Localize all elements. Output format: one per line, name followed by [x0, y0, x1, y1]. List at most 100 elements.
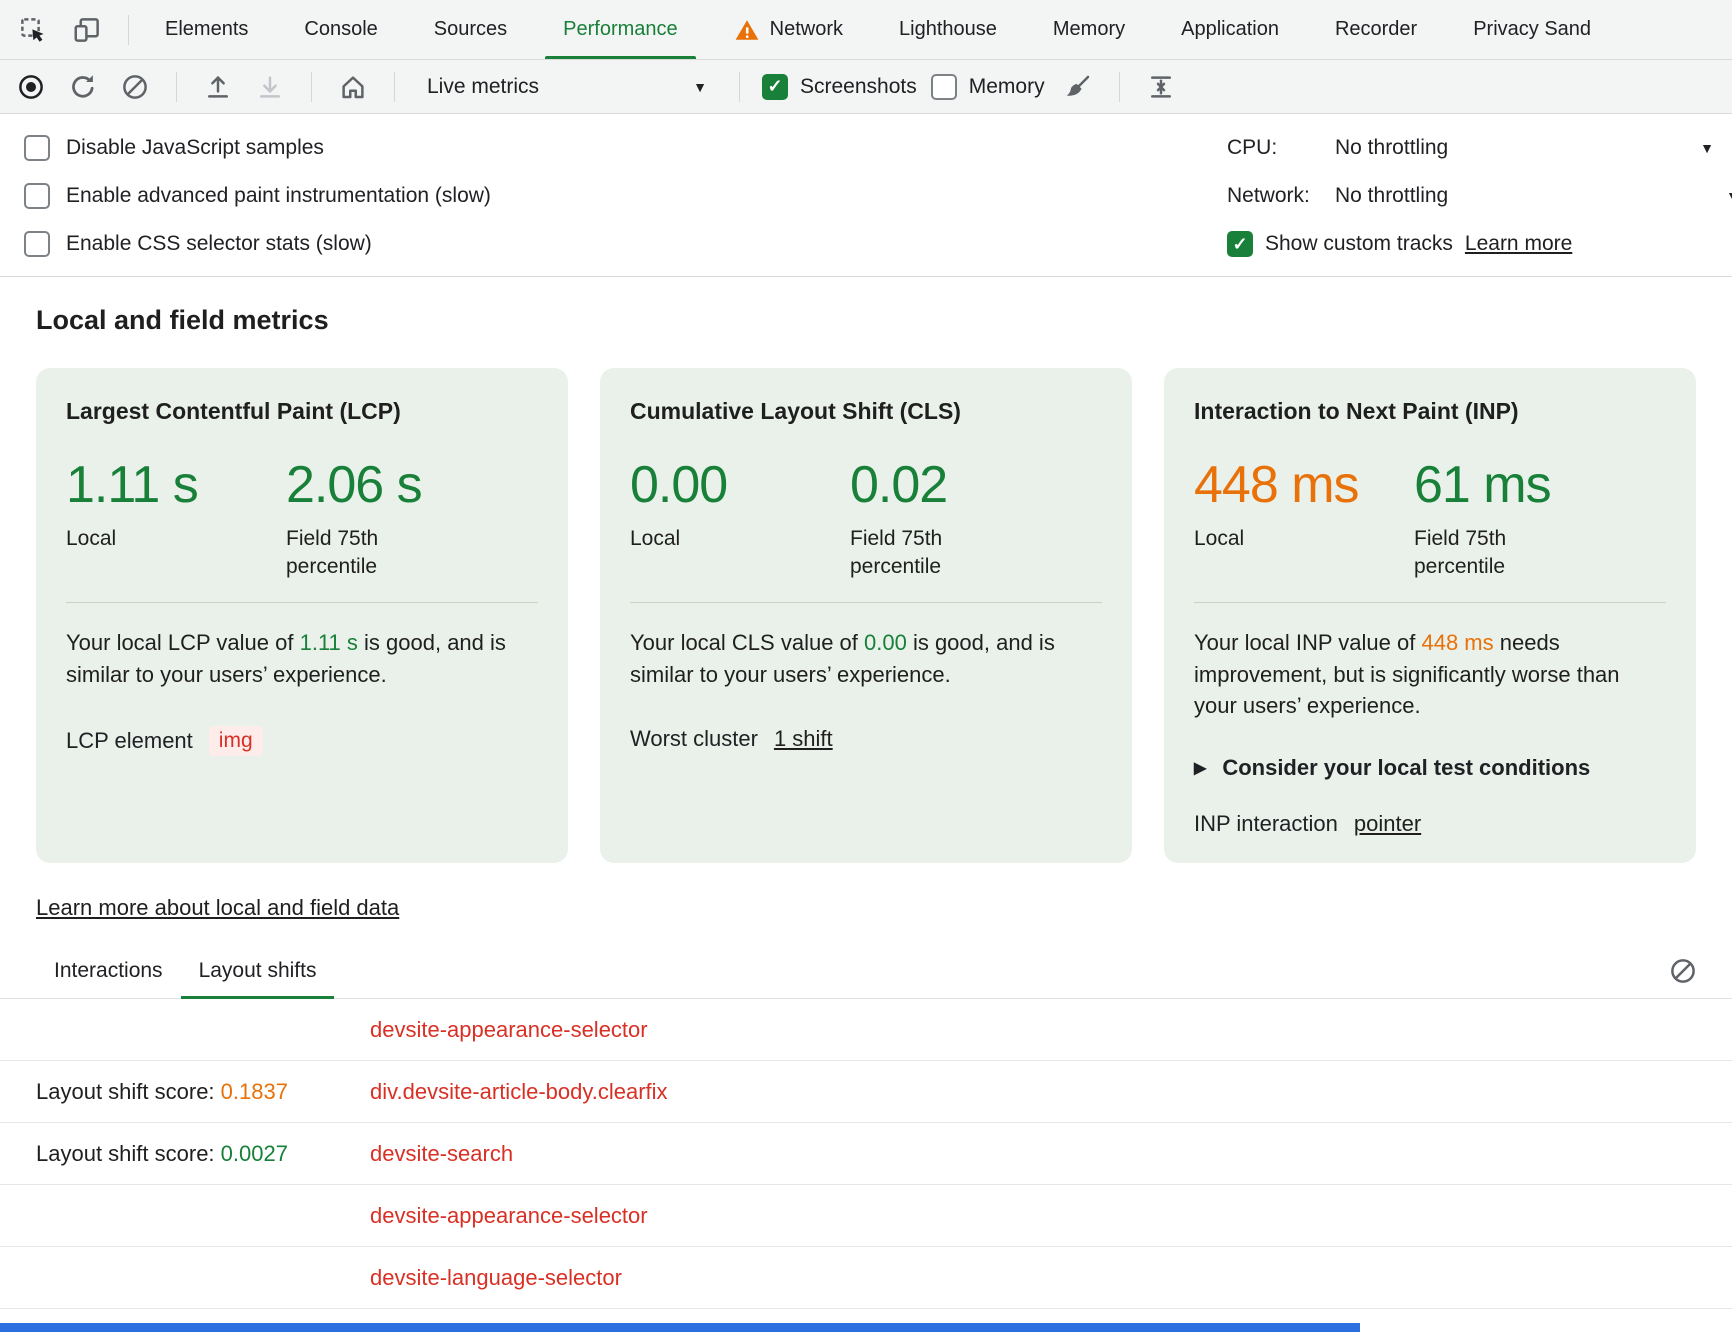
- card-title: Cumulative Layout Shift (CLS): [630, 398, 961, 424]
- checkbox-unchecked-icon: [930, 73, 957, 100]
- lcp-local-value: 1.11 s: [66, 456, 199, 514]
- checkbox-unchecked-icon: [24, 183, 50, 209]
- node-link[interactable]: devsite-search: [370, 1140, 514, 1166]
- live-metrics-label: Live metrics: [427, 74, 540, 98]
- inp-local-label: Local: [1194, 527, 1245, 550]
- node-link[interactable]: devsite-language-selector: [370, 1264, 622, 1290]
- memory-checkbox[interactable]: Memory: [930, 73, 1045, 100]
- score-label: Layout shift score:: [36, 1078, 221, 1104]
- layout-shift-row: Layout shift score: 0.1837 div.devsite-a…: [0, 1061, 1732, 1124]
- chevron-down-icon: ▼: [1726, 188, 1732, 204]
- expand-triangle-icon: ▶: [1194, 760, 1207, 778]
- score-label: Layout shift score:: [36, 1140, 221, 1166]
- page-title: Local and field metrics: [36, 305, 329, 335]
- chevron-down-icon: ▼: [693, 78, 707, 95]
- node-link[interactable]: devsite-appearance-selector: [370, 1016, 648, 1042]
- upload-profile-icon[interactable]: [199, 68, 237, 106]
- network-throttle-row: Network: No throttling ▼: [1227, 172, 1732, 220]
- lcp-card: Largest Contentful Paint (LCP) 1.11 s Lo…: [36, 368, 568, 864]
- layout-shift-row: devsite-language-selector: [0, 1247, 1732, 1310]
- network-throttle-select[interactable]: No throttling ▼: [1335, 184, 1732, 208]
- tab-console[interactable]: Console: [304, 18, 378, 40]
- reload-record-icon[interactable]: [64, 68, 102, 106]
- inp-field-label: Field 75th percentile: [1414, 527, 1507, 578]
- divider: [739, 71, 740, 102]
- tab-lighthouse[interactable]: Lighthouse: [899, 18, 997, 40]
- layout-shift-row: devsite-appearance-selector: [0, 999, 1732, 1062]
- clear-log-icon[interactable]: [1664, 952, 1702, 990]
- settings-section: Disable JavaScript samples Enable advanc…: [0, 114, 1732, 277]
- collapse-vertical-icon[interactable]: [1142, 68, 1180, 106]
- tab-application[interactable]: Application: [1181, 18, 1279, 40]
- chevron-down-icon: ▼: [1700, 140, 1714, 156]
- memory-label: Memory: [968, 74, 1045, 98]
- score-value: 0.0027: [220, 1140, 288, 1166]
- local-test-conditions-expander[interactable]: ▶ Consider your local test conditions: [1194, 755, 1666, 781]
- inspect-icon[interactable]: [14, 11, 52, 49]
- tab-memory[interactable]: Memory: [1052, 18, 1126, 40]
- record-button[interactable]: [12, 68, 50, 106]
- node-link[interactable]: devsite-appearance-selector: [370, 1202, 648, 1228]
- inp-card: Interaction to Next Paint (INP) 448 ms L…: [1164, 368, 1696, 864]
- divider: [630, 602, 1102, 604]
- checkbox-unchecked-icon: [24, 135, 50, 161]
- cpu-throttle-select[interactable]: No throttling ▼: [1335, 136, 1714, 160]
- show-custom-tracks-label[interactable]: Show custom tracks: [1265, 232, 1453, 255]
- learn-more-local-field-link[interactable]: Learn more about local and field data: [36, 895, 400, 921]
- lcp-field-value: 2.06 s: [286, 456, 423, 514]
- disable-js-samples-label: Disable JavaScript samples: [66, 136, 324, 159]
- tab-interactions[interactable]: Interactions: [54, 959, 163, 983]
- css-selector-stats-label: Enable CSS selector stats (slow): [66, 232, 372, 255]
- cls-local-value: 0.00: [630, 456, 728, 514]
- lcp-description: Your local LCP value of 1.11 s is good, …: [66, 630, 506, 687]
- lcp-local-label: Local: [66, 527, 117, 550]
- clear-icon[interactable]: [116, 68, 154, 106]
- tab-layout-shifts[interactable]: Layout shifts: [180, 959, 335, 1000]
- tab-elements[interactable]: Elements: [165, 18, 249, 40]
- learn-more-link[interactable]: Learn more: [1464, 232, 1573, 255]
- cls-local-metric: 0.00 Local: [630, 455, 850, 580]
- advanced-paint-checkbox[interactable]: Enable advanced paint instrumentation (s…: [24, 172, 1708, 220]
- tab-network[interactable]: Network: [706, 0, 871, 59]
- divider: [394, 71, 395, 102]
- layout-shift-row: devsite-appearance-selector: [0, 1185, 1732, 1248]
- worst-cluster-link[interactable]: 1 shift: [773, 725, 833, 751]
- live-metrics-select[interactable]: Live metrics ▼: [417, 75, 717, 99]
- cpu-label: CPU:: [1227, 136, 1278, 159]
- inp-local-value: 448 ms: [1194, 456, 1360, 514]
- cls-field-label: Field 75th percentile: [850, 527, 943, 578]
- inp-interaction-link[interactable]: pointer: [1353, 811, 1422, 837]
- device-toolbar-icon[interactable]: [68, 11, 106, 49]
- metric-cards: Largest Contentful Paint (LCP) 1.11 s Lo…: [36, 368, 1696, 864]
- css-selector-stats-checkbox[interactable]: Enable CSS selector stats (slow): [24, 220, 1708, 268]
- throttling-controls: CPU: No throttling ▼ Network: No throttl…: [1227, 124, 1732, 268]
- lcp-element-label: LCP element: [66, 727, 193, 753]
- screenshots-label: Screenshots: [800, 74, 917, 98]
- divider: [176, 71, 177, 102]
- warning-icon: [734, 17, 760, 43]
- disable-js-samples-checkbox[interactable]: Disable JavaScript samples: [24, 124, 1708, 172]
- tab-sources[interactable]: Sources: [433, 18, 508, 40]
- network-throttle-value: No throttling: [1335, 184, 1449, 207]
- node-link[interactable]: div.devsite-article-body.clearfix: [370, 1078, 668, 1104]
- home-icon[interactable]: [334, 68, 372, 106]
- checkbox-unchecked-icon: [24, 231, 50, 257]
- lcp-local-metric: 1.11 s Local: [66, 455, 286, 580]
- lcp-element-node-link[interactable]: img: [208, 725, 263, 756]
- garbage-collect-brush-icon[interactable]: [1059, 68, 1097, 106]
- performance-toolbar: Live metrics ▼ ✓ Screenshots Memory: [0, 60, 1732, 114]
- checkbox-checked-icon: ✓: [762, 73, 788, 100]
- lcp-field-label: Field 75th percentile: [286, 527, 379, 578]
- network-label: Network:: [1227, 184, 1310, 207]
- tab-performance[interactable]: Performance: [535, 0, 706, 59]
- cpu-throttle-row: CPU: No throttling ▼: [1227, 124, 1714, 172]
- download-profile-icon[interactable]: [251, 68, 289, 106]
- cls-field-value: 0.02: [850, 456, 948, 514]
- tab-privacy-sandbox[interactable]: Privacy Sand: [1473, 18, 1592, 40]
- worst-cluster-label: Worst cluster: [630, 725, 758, 751]
- divider: [311, 71, 312, 102]
- screenshots-checkbox[interactable]: ✓ Screenshots: [762, 73, 917, 100]
- tab-recorder[interactable]: Recorder: [1334, 18, 1418, 40]
- inp-interaction-label: INP interaction: [1194, 811, 1338, 837]
- divider: [1118, 71, 1120, 102]
